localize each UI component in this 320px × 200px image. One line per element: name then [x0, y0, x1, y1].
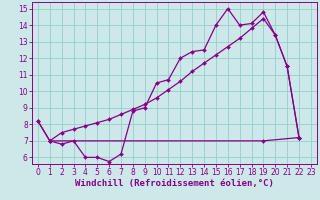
X-axis label: Windchill (Refroidissement éolien,°C): Windchill (Refroidissement éolien,°C): [75, 179, 274, 188]
